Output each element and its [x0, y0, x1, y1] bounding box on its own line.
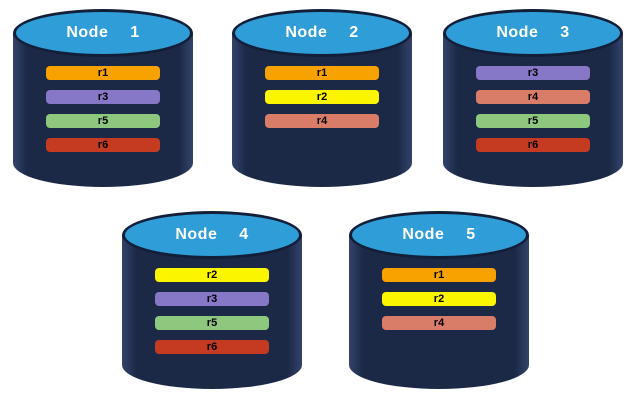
replica-label: r5	[97, 114, 109, 127]
replica-bar-r4: r4	[476, 90, 590, 104]
replica-list: r1 r3 r5 r6	[46, 66, 160, 152]
replica-list: r1 r2 r4	[265, 66, 379, 128]
node-title: Node 5	[402, 226, 476, 243]
cylinder-top-ellipse: Node 3	[443, 9, 623, 57]
replica-bar-r1: r1	[46, 66, 160, 80]
replica-bar-r2: r2	[265, 90, 379, 104]
db-node-4: Node 4 r2 r3 r5 r6	[122, 211, 302, 389]
replica-bar-r3: r3	[476, 66, 590, 80]
replica-bar-r6: r6	[476, 138, 590, 152]
replica-bar-r5: r5	[476, 114, 590, 128]
replica-label: r6	[206, 340, 218, 353]
replica-bar-r3: r3	[155, 292, 269, 306]
db-node-2: Node 2 r1 r2 r4	[232, 9, 412, 187]
cylinder-body	[122, 235, 302, 389]
replica-bar-r6: r6	[155, 340, 269, 354]
cylinder-body	[232, 33, 412, 187]
replica-list: r2 r3 r5 r6	[155, 268, 269, 354]
replica-label: r4	[316, 114, 328, 127]
node-title: Node 2	[285, 24, 359, 41]
replica-bar-r5: r5	[46, 114, 160, 128]
replica-bar-r3: r3	[46, 90, 160, 104]
replica-bar-r6: r6	[46, 138, 160, 152]
replica-label: r1	[433, 268, 445, 281]
replica-bar-r1: r1	[265, 66, 379, 80]
replica-list: r1 r2 r4	[382, 268, 496, 330]
replica-label: r6	[527, 138, 539, 151]
replica-list: r3 r4 r5 r6	[476, 66, 590, 152]
replica-bar-r1: r1	[382, 268, 496, 282]
db-node-3: Node 3 r3 r4 r5 r6	[443, 9, 623, 187]
replica-bar-r5: r5	[155, 316, 269, 330]
replica-label: r2	[433, 292, 445, 305]
cylinder-body	[349, 235, 529, 389]
replica-label: r2	[316, 90, 328, 103]
node-title: Node 4	[175, 226, 249, 243]
replica-label: r2	[206, 268, 218, 281]
replica-label: r5	[206, 316, 218, 329]
replica-bar-r4: r4	[265, 114, 379, 128]
replica-label: r3	[206, 292, 218, 305]
replica-label: r3	[97, 90, 109, 103]
cylinder-top-ellipse: Node 4	[122, 211, 302, 259]
db-node-1: Node 1 r1 r3 r5 r6	[13, 9, 193, 187]
db-node-5: Node 5 r1 r2 r4	[349, 211, 529, 389]
replica-label: r4	[527, 90, 539, 103]
cylinder-top-ellipse: Node 2	[232, 9, 412, 57]
cylinder-body	[443, 33, 623, 187]
node-title: Node 3	[496, 24, 570, 41]
node-title: Node 1	[66, 24, 140, 41]
replica-label: r6	[97, 138, 109, 151]
replica-bar-r2: r2	[382, 292, 496, 306]
replica-bar-r2: r2	[155, 268, 269, 282]
replica-bar-r4: r4	[382, 316, 496, 330]
replica-label: r1	[97, 66, 109, 79]
cylinder-body	[13, 33, 193, 187]
replica-label: r5	[527, 114, 539, 127]
replica-label: r4	[433, 316, 445, 329]
replica-label: r3	[527, 66, 539, 79]
cylinder-top-ellipse: Node 1	[13, 9, 193, 57]
replica-label: r1	[316, 66, 328, 79]
cylinder-top-ellipse: Node 5	[349, 211, 529, 259]
